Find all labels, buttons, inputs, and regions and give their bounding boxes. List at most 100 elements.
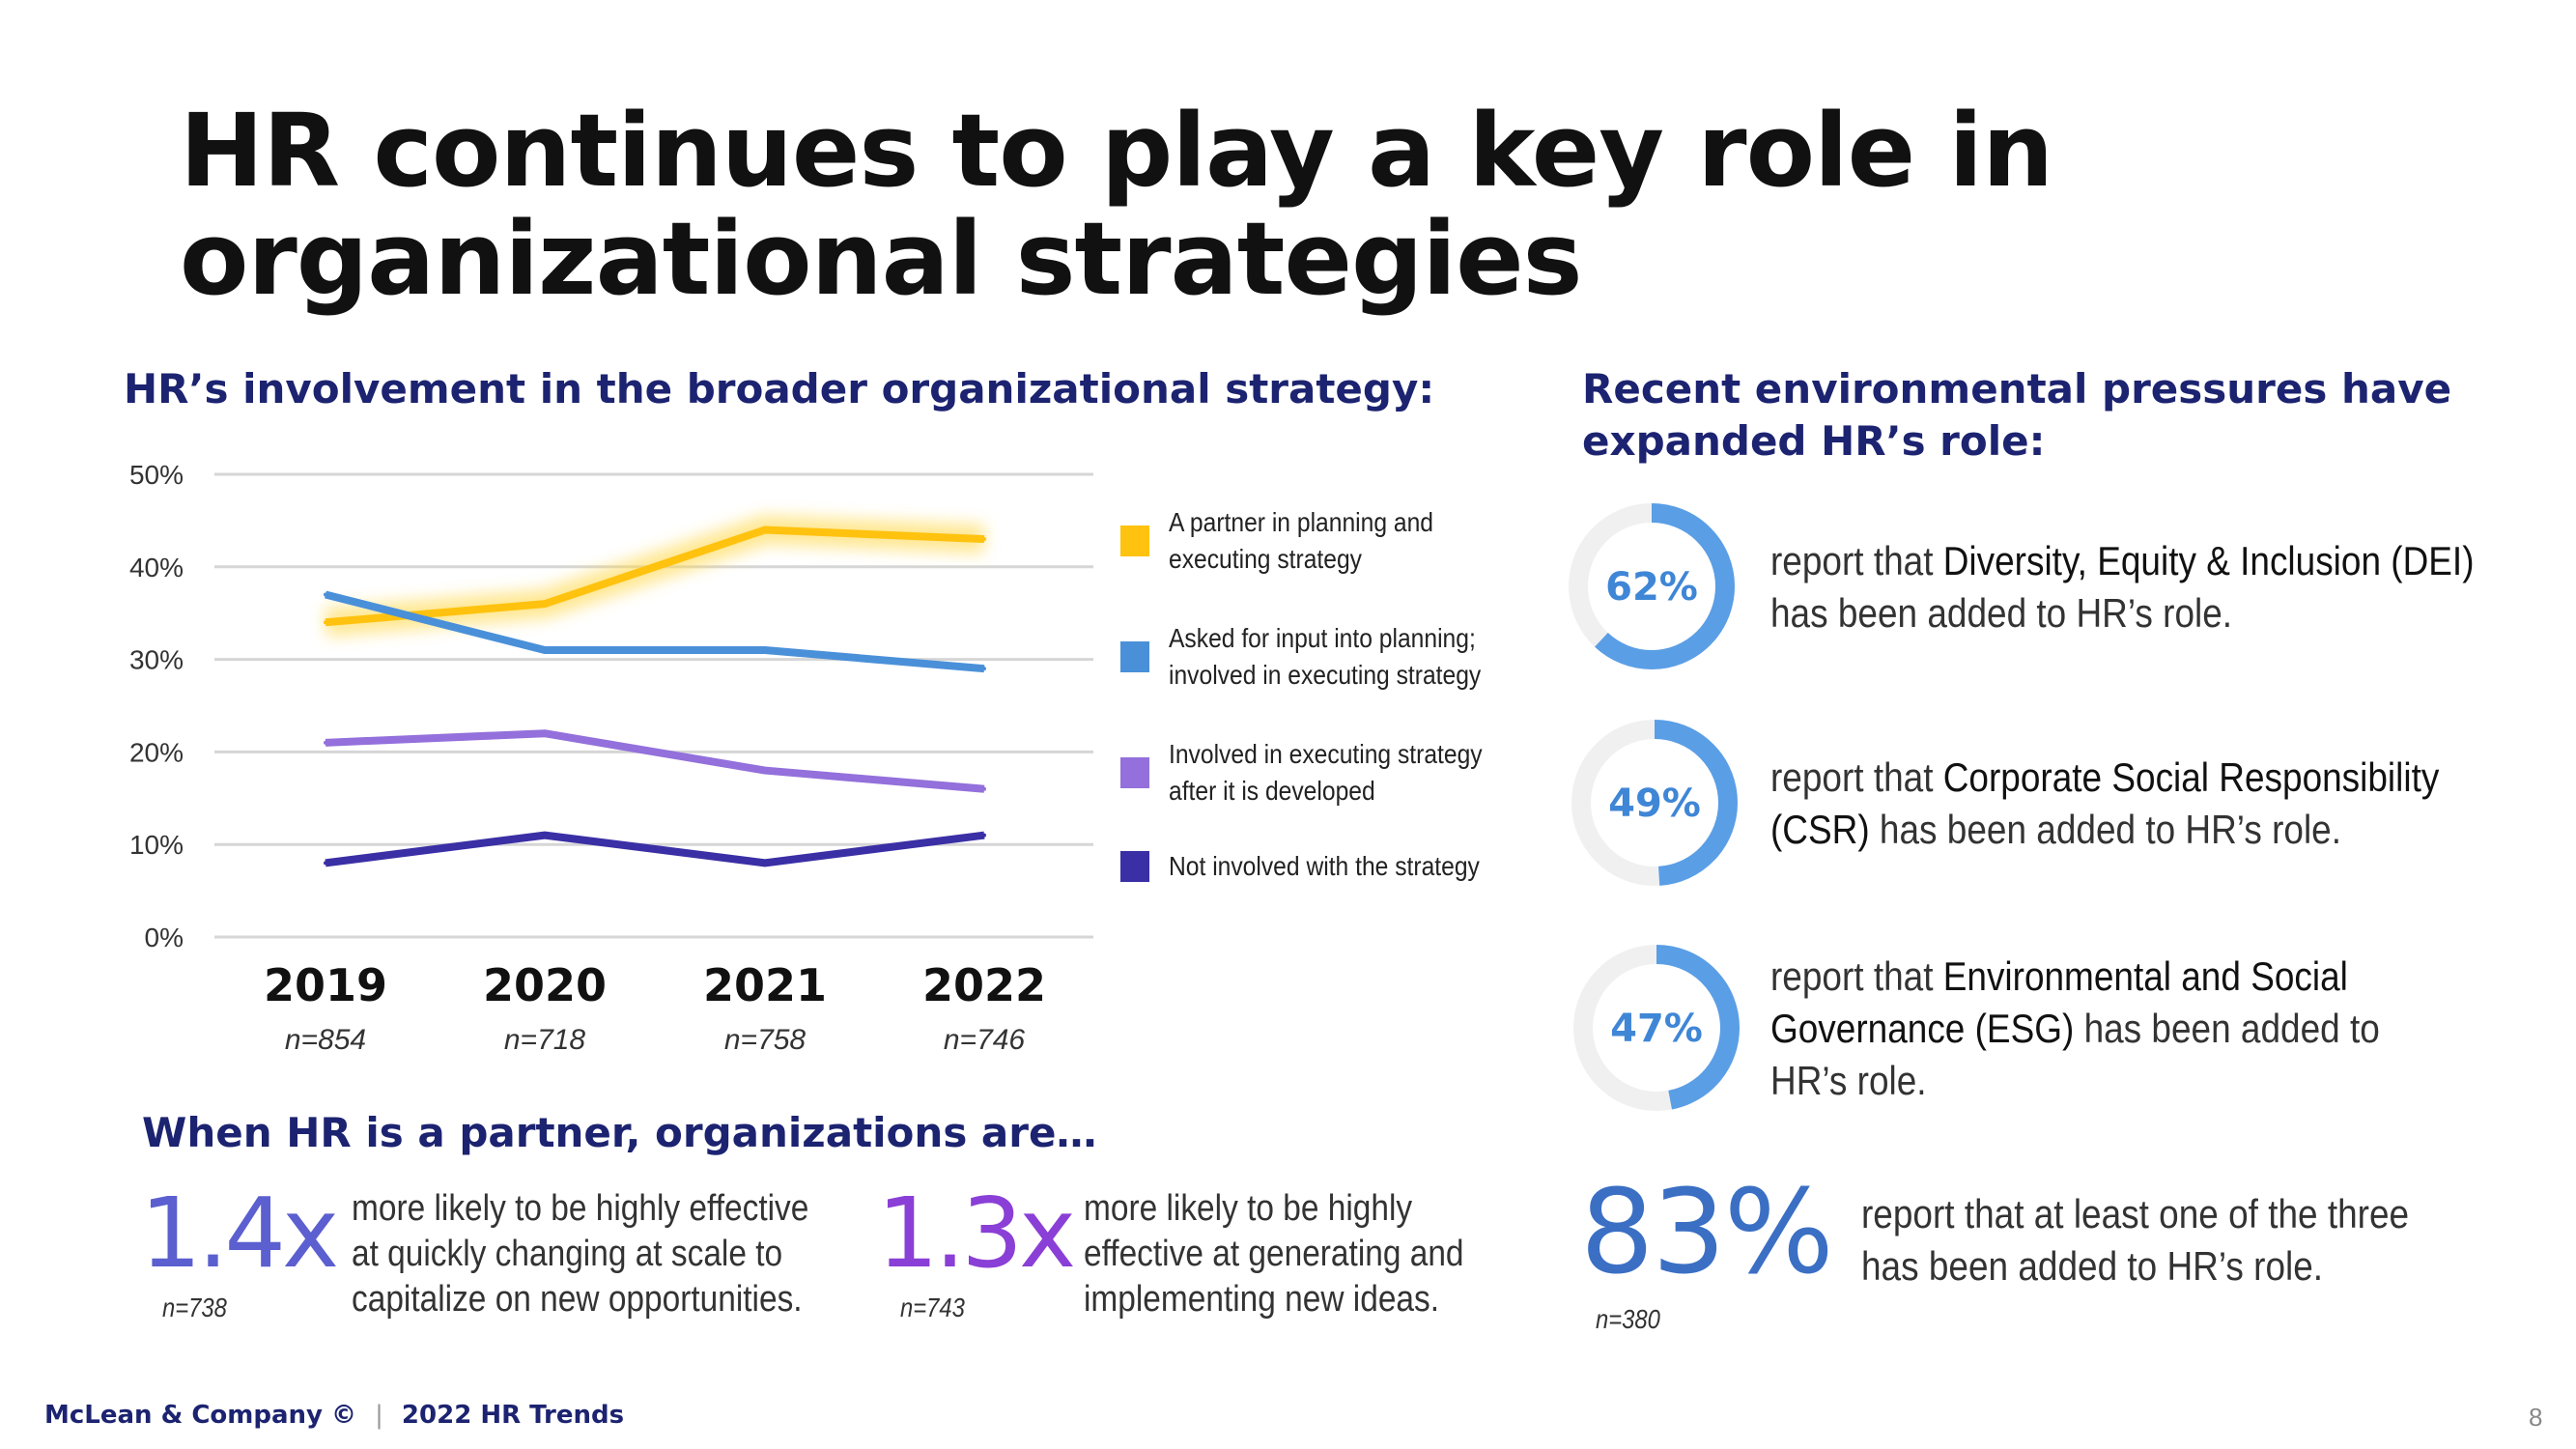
data-point — [543, 602, 547, 607]
text: report that at least one of the three — [1861, 1191, 2410, 1236]
text: implementing new ideas. — [1084, 1279, 1440, 1320]
legend-item: Involved in executing strategy after it i… — [1120, 736, 1525, 810]
data-point — [543, 731, 547, 736]
text: more likely to be highly — [1084, 1188, 1413, 1229]
series-line — [325, 729, 985, 793]
page-title: HR continues to play a key role in organ… — [180, 92, 2053, 318]
summary-value: 83% — [1580, 1166, 1834, 1300]
data-point — [982, 786, 986, 791]
data-point — [543, 833, 547, 838]
footer: McLean & Company © | 2022 HR Trends — [44, 1401, 624, 1430]
data-point — [763, 861, 767, 866]
sample-size-label: n=854 — [285, 1024, 366, 1056]
donut-arc — [1571, 720, 1738, 886]
stat-text-1: more likely to be highly effective at qu… — [352, 1186, 808, 1322]
legend-item: Not involved with the strategy — [1120, 848, 1522, 885]
legend-label-line: Involved in executing strategy — [1169, 739, 1483, 769]
data-point — [982, 833, 986, 838]
text-bold: Governance (ESG) — [1770, 1006, 2075, 1051]
legend-label-line: A partner in planning and — [1169, 507, 1433, 537]
data-point — [763, 768, 767, 773]
text: report that — [1770, 754, 1943, 800]
y-tick-label: 40% — [129, 553, 184, 582]
chart-heading: HR’s involvement in the broader organiza… — [124, 365, 1435, 412]
summary-text: report that at least one of the three ha… — [1861, 1188, 2409, 1293]
series-line — [325, 831, 985, 867]
x-tick-label: 2020 — [483, 959, 607, 1011]
sample-size-label: n=718 — [504, 1024, 586, 1056]
text: has been added to HR’s role. — [1770, 590, 2233, 636]
legend-item: A partner in planning and executing strat… — [1120, 504, 1469, 578]
text: has been added to HR’s role. — [1861, 1243, 2324, 1289]
legend-swatch — [1120, 757, 1149, 788]
text-bold: Corporate Social Responsibility — [1942, 754, 2440, 800]
text-bold: (CSR) — [1770, 807, 1870, 852]
text: report that — [1770, 953, 1943, 999]
x-tick-label: 2022 — [922, 959, 1046, 1011]
data-point — [763, 527, 767, 532]
legend-label-line: Not involved with the strategy — [1169, 851, 1480, 881]
text: at quickly changing at scale to — [352, 1234, 783, 1274]
title-line-1: HR continues to play a key role in — [180, 92, 2053, 210]
y-tick-label: 30% — [129, 645, 184, 675]
text: report that — [1770, 538, 1943, 583]
stat-text-2: more likely to be highly effective at ge… — [1084, 1186, 1464, 1322]
stat-value-2: 1.3x — [877, 1177, 1076, 1290]
stat-n-1: n=738 — [162, 1293, 227, 1322]
stat-n-2: n=743 — [900, 1293, 965, 1322]
data-point — [324, 861, 327, 866]
footer-report: 2022 HR Trends — [401, 1401, 625, 1430]
donut-arc — [1569, 503, 1735, 669]
text-bold: Diversity, Equity & Inclusion (DEI) — [1942, 538, 2475, 583]
data-point — [543, 648, 547, 653]
data-point — [324, 740, 327, 745]
legend-label-line: involved in executing strategy — [1169, 660, 1482, 690]
page-number: 8 — [2529, 1403, 2543, 1432]
y-tick-label: 20% — [129, 737, 184, 767]
sample-size-label: n=758 — [724, 1024, 807, 1056]
text: more likely to be highly effective — [352, 1188, 809, 1229]
legend-label-line: executing strategy — [1169, 544, 1362, 574]
data-point — [763, 648, 767, 653]
sample-size-label: n=746 — [944, 1024, 1026, 1056]
donut-text-csr: report that Corporate Social Responsibil… — [1770, 752, 2439, 856]
legend-label-line: after it is developed — [1169, 776, 1375, 806]
text: has been added to HR’s role. — [1869, 807, 2341, 852]
footer-separator: | — [375, 1401, 383, 1430]
footer-brand: McLean & Company © — [44, 1401, 357, 1430]
series-line — [325, 526, 985, 627]
donut-text-esg: report that Environmental and Social Gov… — [1770, 951, 2380, 1107]
donut-label: 49% — [1608, 781, 1701, 826]
donut-text-dei: report that Diversity, Equity & Inclusio… — [1770, 535, 2475, 639]
legend-label: Involved in executing strategy after it i… — [1169, 736, 1483, 810]
partner-heading: When HR is a partner, organizations are… — [142, 1109, 1097, 1156]
text: capitalize on new opportunities. — [352, 1279, 803, 1320]
text: HR’s role. — [1770, 1058, 1927, 1103]
right-heading-line-2: expanded HR’s role: — [1582, 417, 2046, 465]
legend-label: A partner in planning and executing strat… — [1169, 504, 1433, 578]
legend-item: Asked for input into planning; involved i… — [1120, 620, 1523, 694]
series-line — [325, 590, 985, 673]
data-point — [324, 620, 327, 625]
right-heading-line-1: Recent environmental pressures have — [1582, 365, 2452, 412]
text: effective at generating and — [1084, 1234, 1464, 1274]
data-point — [982, 667, 986, 671]
donut-label: 47% — [1610, 1007, 1703, 1051]
summary-n: n=380 — [1596, 1304, 1660, 1334]
title-line-2: organizational strategies — [180, 200, 1583, 318]
data-point — [324, 592, 327, 597]
x-tick-label: 2021 — [703, 959, 827, 1011]
donut-label: 62% — [1605, 565, 1698, 610]
legend-label: Not involved with the strategy — [1169, 848, 1480, 885]
data-point — [982, 537, 986, 542]
text-bold: Environmental and Social — [1942, 953, 2348, 999]
stat-value-1: 1.4x — [140, 1177, 339, 1290]
text: has been added to — [2074, 1006, 2380, 1051]
legend-label: Asked for input into planning; involved i… — [1169, 620, 1481, 694]
legend-swatch — [1120, 851, 1149, 882]
legend-swatch — [1120, 641, 1149, 672]
y-tick-label: 0% — [145, 923, 184, 952]
